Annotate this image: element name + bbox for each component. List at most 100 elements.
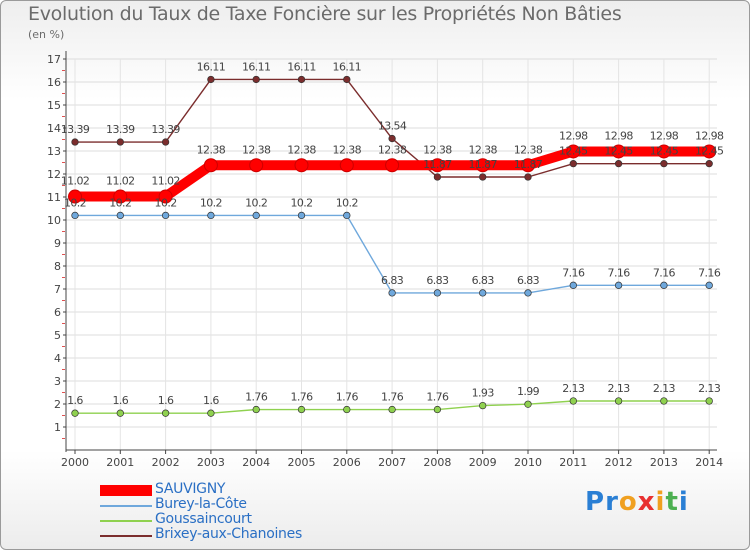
legend-label: Brixey-aux-Chanoines [155, 526, 302, 542]
y-tick-label: 16 [47, 76, 61, 89]
data-point [524, 400, 532, 408]
data-point [68, 189, 82, 204]
data-label: 6.83 [426, 274, 449, 287]
data-point [71, 138, 79, 146]
data-label: 16.11 [333, 60, 362, 73]
x-tick-label: 2002 [152, 456, 180, 469]
data-point [660, 159, 668, 168]
data-label: 7.16 [698, 266, 721, 279]
data-point [249, 158, 264, 173]
data-label: 12.98 [604, 129, 633, 142]
data-point [203, 158, 218, 173]
data-point [207, 75, 215, 84]
data-label: 12.38 [423, 143, 452, 156]
data-label: 12.38 [242, 143, 271, 156]
data-label: 10.2 [245, 196, 267, 209]
data-point [705, 397, 713, 405]
data-label: 11.87 [468, 158, 497, 171]
data-point [430, 158, 445, 173]
data-point [705, 159, 713, 168]
x-tick-label: 2000 [61, 456, 89, 469]
data-label: 10.2 [155, 196, 177, 209]
data-point [294, 158, 309, 173]
y-tick-label: 17 [47, 53, 61, 66]
data-point [116, 409, 124, 417]
data-point [339, 158, 354, 173]
y-tick-label: 11 [47, 191, 61, 204]
y-tick-label: 15 [47, 99, 61, 112]
data-point [207, 211, 215, 220]
chart-subtitle: (en %) [28, 28, 65, 41]
data-label: 13.39 [151, 123, 180, 136]
data-point [433, 173, 442, 181]
logo-letter: i [678, 487, 689, 517]
data-point [388, 289, 396, 297]
data-label: 11.02 [106, 175, 135, 188]
data-point [433, 405, 442, 414]
y-tick-label: 3 [54, 375, 61, 388]
data-label: 1.76 [336, 391, 359, 404]
data-label: 16.11 [242, 60, 271, 73]
data-point [656, 144, 671, 159]
legend-label: SAUVIGNY [155, 481, 226, 497]
data-point [614, 281, 623, 289]
data-point [116, 211, 124, 220]
data-label: 12.45 [604, 145, 633, 158]
data-label: 1.76 [245, 391, 268, 404]
data-label: 1.6 [158, 394, 174, 407]
legend-label: Burey-la-Côte [155, 496, 247, 512]
logo-letter: i [655, 487, 666, 517]
x-tick-label: 2001 [106, 456, 134, 469]
data-point [702, 144, 717, 159]
data-point [569, 281, 577, 289]
y-tick-label: 6 [54, 306, 61, 319]
data-label: 6.83 [381, 274, 404, 287]
data-label: 13.39 [106, 123, 135, 136]
data-label: 1.6 [203, 394, 219, 407]
x-tick-label: 2010 [514, 456, 542, 469]
data-point [207, 409, 215, 417]
x-tick-label: 2008 [423, 456, 451, 469]
data-point [71, 211, 79, 220]
data-label: 16.11 [287, 60, 316, 73]
data-label: 12.98 [695, 129, 724, 142]
data-label: 7.16 [562, 266, 585, 279]
data-point [705, 281, 713, 289]
y-tick-label: 8 [54, 260, 61, 273]
data-label: 12.45 [559, 145, 588, 158]
data-point [297, 405, 306, 414]
data-label: 7.16 [653, 266, 676, 279]
data-label: 12.98 [559, 129, 588, 142]
y-tick-label: 5 [54, 329, 61, 342]
x-tick-label: 2007 [378, 456, 406, 469]
data-point [385, 158, 400, 173]
data-label: 11.87 [423, 158, 452, 171]
y-tick-label: 2 [54, 398, 61, 411]
logo-letter: r [605, 487, 619, 517]
data-label: 2.13 [653, 382, 676, 395]
data-label: 1.76 [381, 391, 404, 404]
data-label: 13.54 [378, 120, 407, 133]
legend-swatch [100, 485, 152, 496]
y-tick-label: 13 [47, 145, 61, 158]
data-point [161, 409, 170, 417]
x-tick-label: 2006 [333, 456, 361, 469]
data-point [252, 75, 260, 84]
legend-swatch [100, 535, 152, 537]
data-point [161, 211, 170, 220]
data-point [614, 397, 623, 405]
data-point [475, 158, 490, 173]
x-tick-label: 2009 [469, 456, 497, 469]
data-point [161, 138, 170, 146]
data-point [297, 211, 306, 220]
data-point [297, 75, 306, 84]
data-point [252, 405, 260, 414]
data-point [614, 159, 623, 168]
data-label: 11.87 [514, 158, 543, 171]
data-label: 1.76 [290, 391, 313, 404]
data-point [569, 397, 577, 405]
data-point [569, 159, 577, 168]
legend-label: Goussaincourt [155, 511, 252, 527]
